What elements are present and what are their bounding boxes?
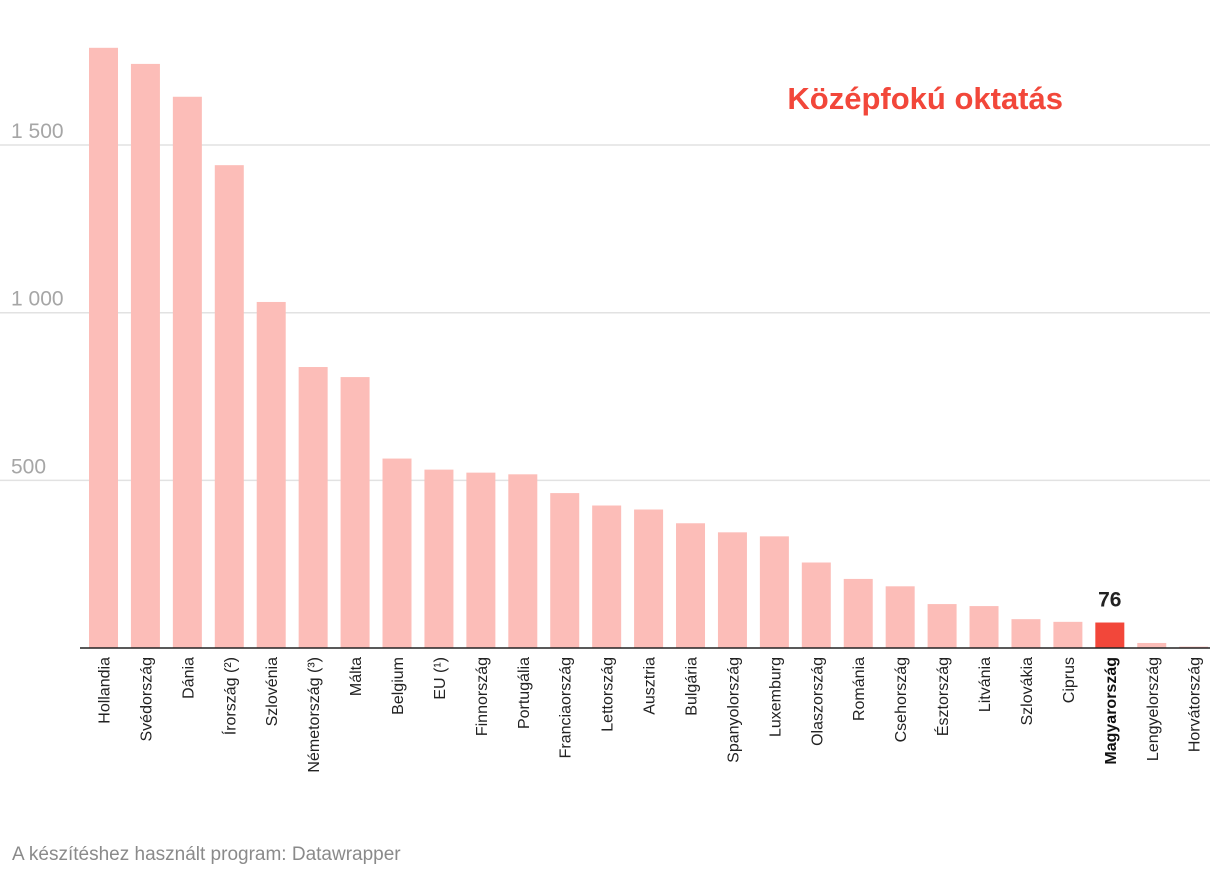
bar <box>927 604 957 648</box>
x-tick-label: Ciprus <box>1061 657 1078 703</box>
chart-title: Középfokú oktatás <box>787 81 1063 116</box>
y-tick-label: 1 000 <box>11 288 64 311</box>
x-tick-label: Málta <box>348 657 365 696</box>
x-tick-label: EU (¹) <box>432 657 449 700</box>
footer-credit: A készítéshez használt program: Datawrap… <box>12 844 401 865</box>
bar <box>89 47 118 649</box>
x-tick-label: Olaszország <box>809 657 826 746</box>
x-tick-label: Észtország <box>933 657 952 736</box>
bar <box>214 165 244 648</box>
bar <box>843 578 873 648</box>
bar <box>634 509 664 648</box>
x-tick-label: Belgium <box>390 657 407 715</box>
bar <box>969 606 999 648</box>
x-axis-ticks: Hollandia Svédország Dánia Írország (²) Szlo… <box>97 657 1204 773</box>
bar <box>130 63 160 648</box>
x-tick-label: Litvánia <box>977 657 994 712</box>
x-tick-label: Írország (²) <box>220 657 239 735</box>
bar <box>592 505 622 648</box>
x-tick-label: Németország (³) <box>306 657 323 773</box>
y-tick-label: 1 500 <box>11 120 64 143</box>
x-tick-label: Luxemburg <box>767 657 784 737</box>
bar <box>466 472 496 648</box>
bar <box>717 532 747 648</box>
bar <box>340 377 370 648</box>
x-tick-label: Dánia <box>180 657 197 699</box>
x-tick-label: Finnország <box>474 657 491 736</box>
x-tick-label: Magyarország <box>1103 657 1120 765</box>
bar <box>172 96 202 649</box>
bar <box>801 562 831 648</box>
bar <box>1011 619 1041 648</box>
bar <box>1053 621 1083 648</box>
x-tick-label: Szlovénia <box>264 657 281 726</box>
x-tick-label: Románia <box>851 657 868 721</box>
x-tick-label: Lettország <box>600 657 617 732</box>
highlight-data-label: 76 <box>1098 589 1121 612</box>
x-tick-label: Hollandia <box>97 657 114 724</box>
bar <box>1137 642 1167 648</box>
bar <box>1095 622 1125 648</box>
x-tick-label: Szlovákia <box>1019 657 1036 726</box>
bar <box>550 493 580 648</box>
x-tick-label: Franciaország <box>558 657 575 758</box>
x-tick-label: Spanyolország <box>725 657 742 763</box>
bar <box>424 469 454 648</box>
bar <box>508 474 538 648</box>
y-axis-ticks: 500 1 000 1 500 <box>11 120 64 478</box>
x-tick-label: Horvátország <box>1187 657 1204 752</box>
x-tick-label: Ausztria <box>642 657 659 715</box>
bar <box>676 523 706 648</box>
bar <box>256 301 286 648</box>
bar <box>382 458 412 648</box>
x-tick-label: Lengyelország <box>1145 657 1162 761</box>
x-tick-label: Svédország <box>138 657 155 742</box>
bar <box>298 367 328 648</box>
y-tick-label: 500 <box>11 455 46 478</box>
x-tick-label: Bulgária <box>684 657 701 716</box>
bars <box>89 47 1209 649</box>
bar <box>885 586 915 648</box>
x-tick-label: Csehország <box>893 657 910 742</box>
x-tick-label: Portugália <box>516 657 533 729</box>
bar <box>759 536 789 648</box>
